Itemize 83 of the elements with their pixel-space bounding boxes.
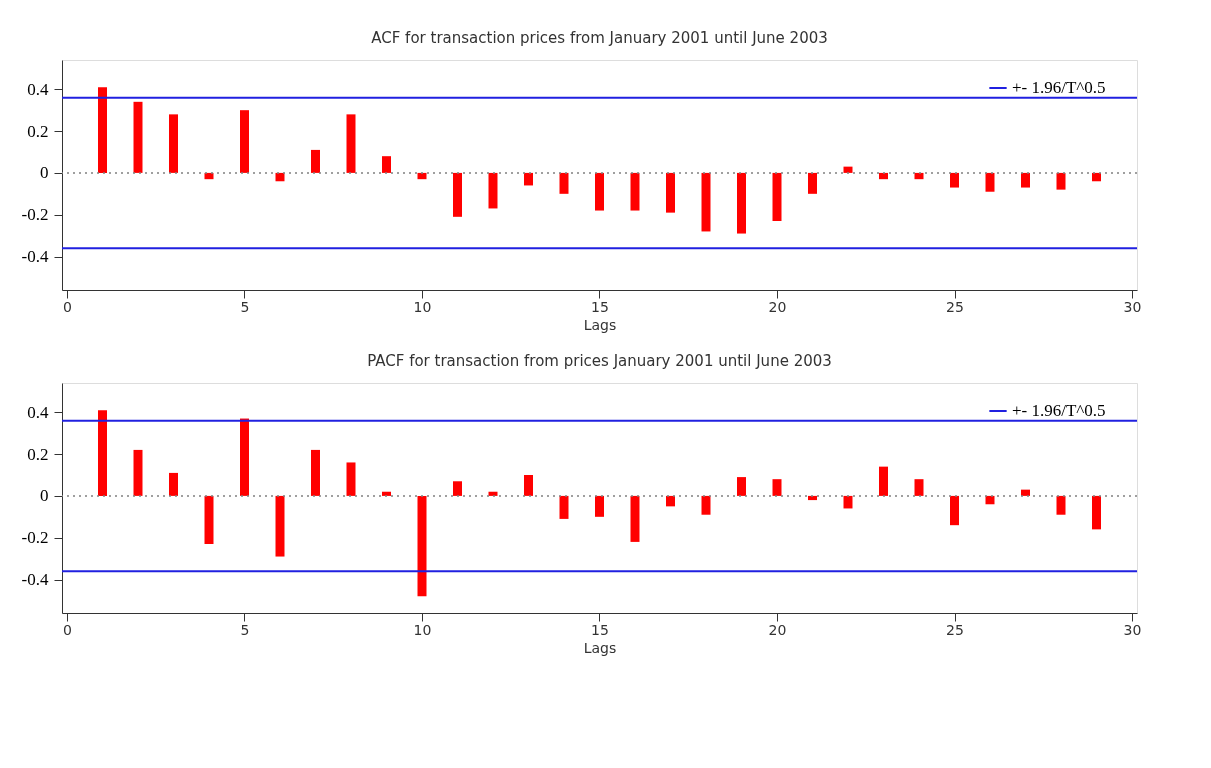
bar bbox=[985, 172, 995, 192]
bar bbox=[985, 495, 995, 505]
chart-title: ACF for transaction prices from January 2001 until June 2003 bbox=[371, 29, 828, 47]
bar bbox=[950, 495, 959, 526]
x-tick-label: 25 bbox=[946, 621, 964, 638]
chart-title: PACF for transaction from prices January 2001 until June 2003 bbox=[367, 352, 832, 370]
bar bbox=[1056, 495, 1066, 515]
bar bbox=[1021, 172, 1030, 188]
x-tick-label: 30 bbox=[1123, 298, 1142, 315]
bar bbox=[488, 172, 498, 209]
bar bbox=[843, 166, 853, 173]
bar bbox=[666, 495, 675, 507]
y-tick-label: -0.2 bbox=[21, 205, 49, 225]
x-axis-title: Lags bbox=[583, 316, 617, 333]
bar bbox=[524, 475, 533, 496]
y-tick-label: 0 bbox=[40, 486, 49, 506]
y-tick-label: -0.4 bbox=[21, 570, 49, 590]
x-tick-label: 0 bbox=[63, 621, 72, 638]
x-tick-label: 20 bbox=[768, 298, 787, 315]
bar bbox=[1056, 172, 1066, 190]
bar bbox=[204, 495, 214, 544]
bar bbox=[808, 172, 817, 194]
x-tick-label: 10 bbox=[413, 298, 432, 315]
bar bbox=[772, 172, 782, 221]
x-tick-label: 25 bbox=[946, 298, 964, 315]
y-tick-label: -0.2 bbox=[21, 528, 49, 548]
bar bbox=[346, 462, 356, 496]
bar bbox=[417, 495, 427, 597]
bar bbox=[737, 477, 746, 496]
bar bbox=[772, 479, 782, 496]
bar bbox=[169, 114, 178, 173]
x-tick-label: 20 bbox=[768, 621, 787, 638]
bar bbox=[559, 495, 569, 519]
bar bbox=[879, 466, 888, 496]
y-tick-label: 0.4 bbox=[27, 402, 49, 422]
y-tick-label: -0.4 bbox=[21, 247, 49, 267]
bar bbox=[524, 172, 533, 186]
y-tick-label: 0.4 bbox=[27, 79, 49, 99]
bar bbox=[737, 172, 746, 234]
bar bbox=[630, 495, 640, 542]
x-tick-label: 10 bbox=[413, 621, 432, 638]
bar bbox=[169, 472, 178, 496]
x-axis-title: Lags bbox=[583, 639, 617, 656]
x-tick-label: 15 bbox=[591, 298, 609, 315]
y-tick-label: 0.2 bbox=[27, 444, 49, 464]
bar bbox=[1092, 495, 1101, 530]
bar bbox=[914, 479, 924, 496]
x-tick-label: 5 bbox=[240, 298, 250, 315]
bar bbox=[311, 449, 320, 496]
bar bbox=[240, 418, 249, 496]
ref-line-label: +- 1.96/T^0.5 bbox=[1012, 78, 1106, 97]
bar bbox=[275, 495, 285, 557]
bar bbox=[879, 172, 888, 180]
y-tick-label: 0 bbox=[40, 163, 49, 183]
bar bbox=[843, 495, 853, 509]
x-tick-label: 15 bbox=[591, 621, 609, 638]
bar bbox=[240, 110, 249, 173]
bar bbox=[417, 172, 427, 180]
x-tick-label: 5 bbox=[240, 621, 250, 638]
y-tick-label: 0.2 bbox=[27, 121, 49, 141]
bar bbox=[98, 410, 107, 496]
x-tick-label: 30 bbox=[1123, 621, 1142, 638]
bar bbox=[666, 172, 675, 213]
bar bbox=[453, 172, 462, 217]
bar bbox=[630, 172, 640, 211]
bar bbox=[595, 495, 604, 517]
bar bbox=[133, 449, 143, 496]
bar bbox=[275, 172, 285, 182]
x-tick-label: 0 bbox=[63, 298, 72, 315]
bar bbox=[950, 172, 959, 188]
ref-line-label: +- 1.96/T^0.5 bbox=[1012, 401, 1106, 420]
bar bbox=[133, 101, 143, 173]
bar bbox=[701, 172, 711, 232]
bar bbox=[559, 172, 569, 194]
bar bbox=[98, 87, 107, 173]
bar bbox=[595, 172, 604, 211]
bar bbox=[701, 495, 711, 515]
bar bbox=[311, 149, 320, 173]
bar bbox=[1092, 172, 1101, 182]
bar bbox=[382, 156, 391, 173]
bar bbox=[453, 481, 462, 496]
bar bbox=[914, 172, 924, 180]
bar bbox=[346, 114, 356, 173]
